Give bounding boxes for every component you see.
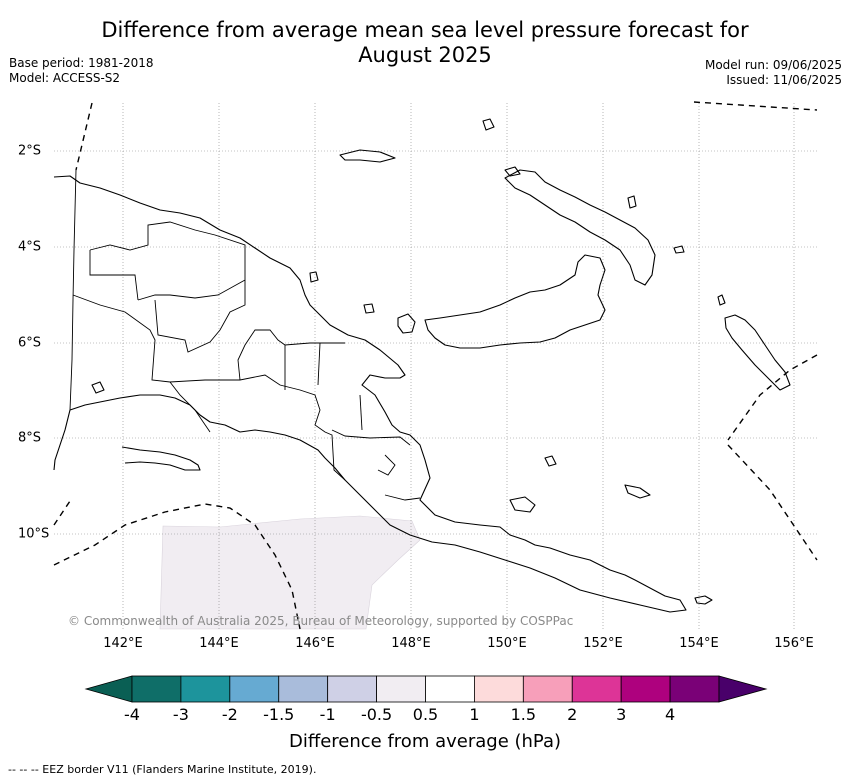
run-info: Model run: 09/06/2025 Issued: 11/06/2025 [705,58,842,88]
umboi-island [397,313,416,334]
lon-label: 142°E [103,636,143,651]
buka-island [717,294,726,306]
colorbar-swatch [522,675,573,703]
green-islands [673,245,685,254]
eez-note: -- -- -- EEZ border V11 (Flanders Marine… [8,763,317,776]
colorbar-swatch [229,675,280,703]
rossel-island [694,595,713,605]
lat-label: 4°S [18,239,42,255]
graticule [54,103,817,629]
colorbar-tick-label: 2 [567,705,578,724]
new-hanover-island [504,166,521,177]
lat-label: 6°S [18,335,42,351]
long-island [363,303,375,314]
trobriand-islands [544,455,557,467]
lon-label: 156°E [774,636,814,651]
colorbar-tick-label: 3 [616,705,627,724]
colorbar-tick-label: -1 [319,705,336,724]
new-ireland-coastline [504,169,656,286]
feni-islands [627,195,637,209]
colorbar-swatch [669,675,720,703]
admin-borders [69,169,421,501]
lon-label: 144°E [199,636,239,651]
title-line-2: August 2025 [358,43,492,67]
lat-label: 2°S [18,143,42,159]
colorbar-swatch [327,675,377,703]
colorbar-tick-label: -1.5 [263,705,295,724]
lon-label: 148°E [391,636,431,651]
torres-strait-islands [91,381,105,394]
lon-label: 154°E [679,636,719,651]
title-line-1: Difference from average mean sea level p… [101,18,749,42]
colorbar-swatch [180,675,231,703]
colorbar-swatch [620,675,671,703]
copyright-notice: © Commonwealth of Australia 2025, Bureau… [68,614,574,628]
colorbar-tick-label: 1 [469,705,480,724]
colorbar-tick-label: -2 [221,705,238,724]
issued-date: Issued: 11/06/2025 [726,73,842,87]
colorbar-swatch [571,675,622,703]
fly-river-delta [121,446,201,471]
lat-label: 8°S [18,430,42,446]
model-name: Model: ACCESS-S2 [9,71,121,85]
colorbar-swatch [474,675,524,703]
colorbar-extend-low [84,675,133,703]
colorbar-swatch [278,675,329,703]
pressure-anomaly-region [159,515,421,630]
lon-label: 152°E [583,636,623,651]
model-info: Base period: 1981-2018 Model: ACCESS-S2 [9,56,154,86]
colorbar-tick-label: -3 [172,705,189,724]
manus-island [339,149,396,163]
colorbar [84,675,768,703]
colorbar-swatch [376,675,426,703]
colorbar-tick-label: 1.5 [510,705,537,724]
colorbar-tick-label: -4 [124,705,140,724]
colorbar-label: Difference from average (hPa) [288,731,562,752]
colorbar-extend-high [718,675,768,703]
mussau-island [482,118,495,131]
lat-label: 10°S [18,526,50,542]
coastlines [53,118,791,613]
colorbar-tick-label: -0.5 [360,705,393,724]
louisiade-islands [624,484,651,499]
lon-label: 146°E [295,636,335,651]
colorbar-swatch [425,675,475,703]
papua-coastline [53,175,687,613]
new-britain-coastline [424,254,606,349]
base-period: Base period: 1981-2018 [9,56,154,70]
eez-borders [53,101,818,630]
colorbar-swatch [131,675,182,703]
colorbar-tick-label: 4 [664,705,676,724]
lon-label: 150°E [487,636,527,651]
d-entrecasteaux-islands [509,496,536,513]
karkar-island [309,271,319,283]
colorbar-tick-label: 0.5 [412,705,439,724]
map-title: Difference from average mean sea level p… [0,18,850,68]
bougainville-coastline [724,314,791,391]
model-run: Model run: 09/06/2025 [704,58,842,72]
